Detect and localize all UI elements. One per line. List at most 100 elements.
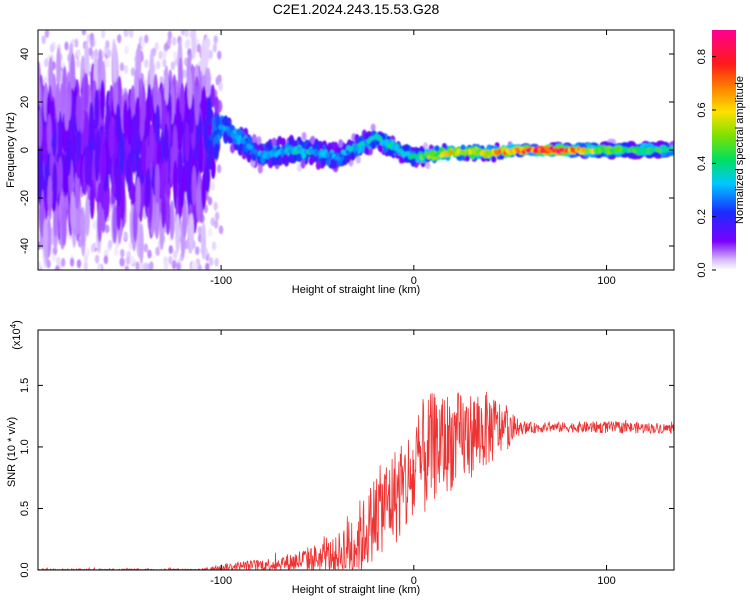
spectrogram-cell — [350, 152, 356, 161]
spectrogram-cell — [149, 124, 155, 164]
spectrogram-cell — [271, 137, 277, 147]
spectrogram-cell — [103, 181, 109, 222]
spectrogram-cell — [195, 246, 200, 256]
spectrogram-cell — [57, 120, 63, 161]
spectrogram-cell — [172, 36, 177, 46]
spectrogram-cell — [69, 257, 75, 267]
spectrogram-cell — [205, 262, 210, 270]
snr-x-ticks: -100 0 100 — [210, 330, 616, 587]
snr-y-tick-label: 1.5 — [19, 378, 31, 393]
spectrogram-cell — [177, 112, 183, 153]
spectrogram-cell — [122, 99, 128, 140]
spectrogram-cell — [112, 43, 118, 84]
spectrogram-cell — [155, 247, 160, 256]
colorbar: 0.0 0.2 0.4 0.6 0.8 Normalized spectral ampl… — [696, 30, 746, 278]
spectrogram-cell — [138, 223, 144, 264]
spectrogram-cell — [120, 181, 126, 222]
spectrogram-cell — [209, 181, 214, 191]
spectrogram-cell — [296, 153, 302, 163]
spectrogram-cell — [210, 84, 216, 108]
spectrogram-cell — [197, 225, 202, 235]
spectrogram-cell — [177, 149, 183, 190]
spectrogram-cell — [105, 40, 110, 49]
spectrogram-cell — [327, 142, 333, 152]
spectrogram-cell — [270, 157, 276, 166]
snr-series-line — [38, 391, 674, 570]
spectrogram-cell — [246, 153, 252, 163]
spectrogram-cell — [95, 129, 101, 170]
spectrogram-cell — [84, 110, 89, 150]
spectrogram-cell — [214, 96, 220, 114]
spectrogram-cell — [43, 76, 48, 85]
spectrogram-y-ticks: -40 -20 0 20 40 — [19, 48, 674, 254]
spectrogram-cell — [132, 113, 138, 153]
spectrogram-cell — [76, 92, 81, 132]
spectrogram-cell — [94, 254, 100, 264]
spectrogram-cell — [210, 217, 215, 227]
spectrogram-cell — [74, 38, 79, 48]
spectrogram-cell — [144, 59, 149, 69]
spectrogram-cell — [135, 176, 141, 217]
spectrogram-cell — [42, 125, 48, 166]
spectrogram-cell — [214, 211, 220, 221]
spectrogram-cell — [119, 257, 124, 267]
spectrogram-cell — [85, 248, 91, 257]
spectrogram-cell — [213, 219, 219, 229]
spectrogram-cell — [194, 85, 200, 126]
spectrogram-cell — [155, 104, 161, 145]
spectrogram-cell — [182, 198, 188, 239]
spectrogram-cell — [338, 139, 344, 148]
spectrogram-cell — [160, 163, 166, 204]
spectrogram-cell — [186, 166, 192, 207]
spectrogram-cell — [167, 30, 172, 40]
spectrogram-cell — [163, 256, 168, 265]
spectrogram-cell — [126, 152, 132, 193]
spectrogram-cell — [180, 30, 186, 36]
spectrogram-cell — [158, 50, 163, 60]
spectrogram-cell — [105, 224, 110, 234]
spectrogram-cell — [238, 142, 244, 153]
spectrogram-x-tick-label: -100 — [210, 275, 232, 287]
spectrogram-cell — [218, 82, 223, 92]
spectrogram-x-ticks: -100 0 100 — [210, 30, 616, 287]
snr-x-tick-label: -100 — [210, 575, 232, 587]
spectrogram-cell — [153, 73, 159, 114]
spectrogram-cell — [89, 32, 95, 42]
spectrogram-cell — [162, 58, 167, 68]
spectrogram-cell — [87, 147, 93, 188]
snr-y-tick-label: 1.0 — [19, 439, 31, 454]
spectrogram-cell — [120, 248, 125, 258]
spectrogram-cell — [143, 262, 148, 270]
spectrogram-cell — [184, 122, 190, 163]
spectrogram-cell — [129, 30, 134, 38]
spectrogram-marks — [38, 30, 674, 270]
spectrogram-cell — [217, 50, 222, 60]
spectrogram-cell — [44, 58, 49, 68]
spectrogram-cell — [404, 144, 410, 152]
spectrogram-cell — [42, 218, 48, 259]
spectrogram-cell — [196, 43, 202, 53]
spectrogram-cell — [308, 156, 314, 166]
spectrogram-cell — [112, 203, 118, 244]
spectrogram-cell — [195, 182, 201, 223]
spectrogram-cell — [90, 243, 96, 253]
spectrogram-cell — [38, 108, 43, 149]
spectrogram-cell — [162, 50, 167, 60]
spectrogram-cell — [258, 143, 264, 153]
spectrogram-cell — [292, 152, 298, 162]
spectrogram-y-tick-label: 0 — [19, 147, 31, 153]
spectrogram-cell — [175, 213, 181, 254]
colorbar-gradient — [712, 30, 736, 270]
spectrogram-cell — [154, 163, 160, 204]
spectrogram-cell — [140, 39, 145, 49]
spectrogram-cell — [267, 141, 273, 151]
spectrogram-cell — [41, 35, 46, 45]
spectrogram-cell — [280, 137, 286, 147]
spectrogram-cell — [423, 142, 428, 150]
snr-y-tick-label: 0.0 — [19, 562, 31, 577]
spectrogram-cell — [145, 167, 151, 208]
spectrogram-x-tick-label: 0 — [411, 275, 417, 287]
spectrogram-cell — [669, 145, 674, 151]
spectrogram-cell — [172, 124, 178, 165]
spectrogram-cell — [127, 105, 132, 146]
